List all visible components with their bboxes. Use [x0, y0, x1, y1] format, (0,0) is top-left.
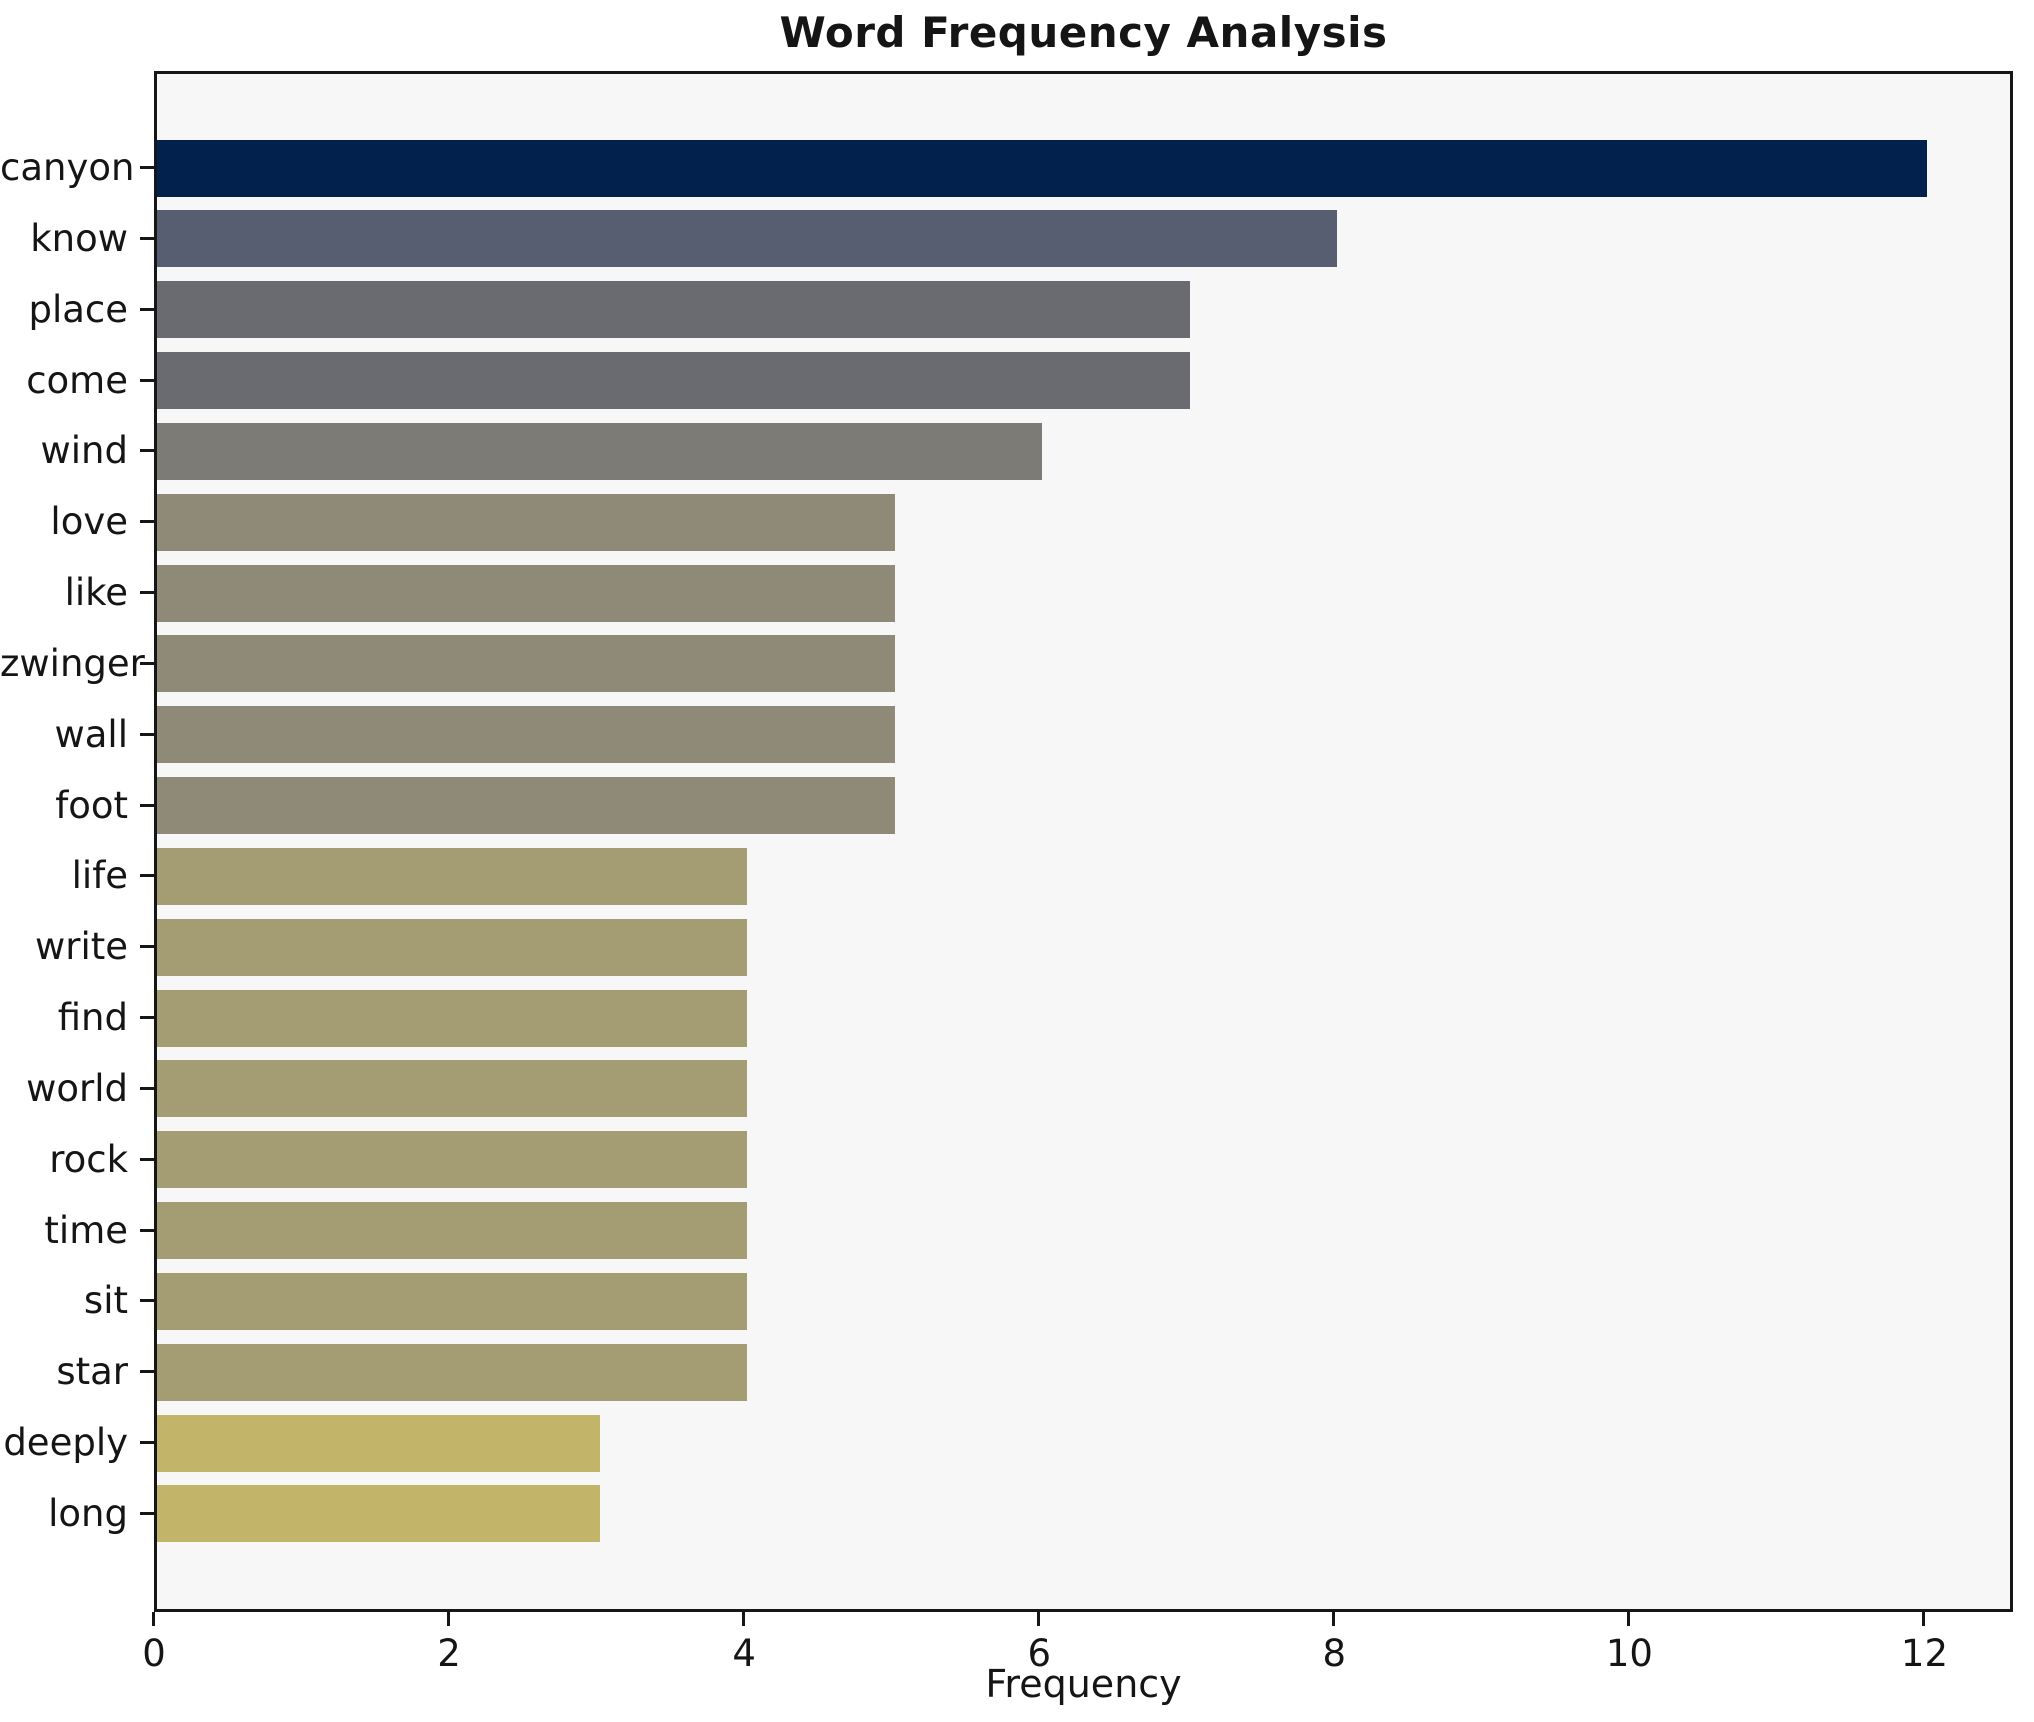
- bar-foot: [157, 777, 895, 835]
- y-tick-mark: [140, 1441, 154, 1445]
- x-tick-label: 4: [732, 1632, 756, 1675]
- y-tick-mark: [140, 378, 154, 382]
- y-tick-mark: [140, 1086, 154, 1090]
- y-tick-mark: [140, 945, 154, 949]
- y-label-wall: wall: [54, 712, 129, 756]
- chart-title: Word Frequency Analysis: [779, 8, 1388, 57]
- y-label-life: life: [71, 854, 128, 898]
- bar-love: [157, 493, 895, 551]
- plot-area: [154, 71, 2013, 1612]
- y-label-world: world: [26, 1066, 128, 1110]
- bar-deeply: [157, 1414, 600, 1472]
- bar-wall: [157, 706, 895, 764]
- y-label-time: time: [44, 1208, 128, 1252]
- y-label-zwinger: zwinger: [0, 641, 145, 685]
- y-tick-mark: [140, 591, 154, 595]
- y-tick-mark: [140, 874, 154, 878]
- bar-sit: [157, 1272, 747, 1330]
- bar-wind: [157, 422, 1042, 480]
- x-axis-label: Frequency: [985, 1662, 1182, 1706]
- x-tick-label: 12: [1900, 1632, 1949, 1675]
- y-label-long: long: [48, 1491, 128, 1535]
- y-tick-mark: [140, 236, 154, 240]
- x-tick-mark: [1627, 1612, 1631, 1626]
- bar-rock: [157, 1131, 747, 1189]
- y-tick-mark: [140, 1157, 154, 1161]
- bar-zwinger: [157, 635, 895, 693]
- y-label-deeply: deeply: [3, 1421, 128, 1465]
- y-label-find: find: [57, 996, 128, 1040]
- x-tick-label: 0: [142, 1632, 166, 1675]
- bar-come: [157, 352, 1190, 410]
- x-tick-mark: [152, 1612, 155, 1626]
- y-label-love: love: [50, 500, 128, 544]
- bar-know: [157, 210, 1337, 268]
- y-tick-mark: [140, 1511, 154, 1515]
- x-tick-mark: [447, 1612, 451, 1626]
- y-tick-mark: [140, 1299, 154, 1303]
- y-tick-mark: [140, 1228, 154, 1232]
- bar-life: [157, 847, 747, 905]
- x-tick-label: 10: [1605, 1632, 1653, 1675]
- x-tick-mark: [1332, 1612, 1336, 1626]
- y-label-star: star: [56, 1350, 128, 1394]
- y-tick-mark: [140, 803, 154, 807]
- y-label-come: come: [26, 358, 128, 402]
- y-tick-mark: [140, 520, 154, 524]
- x-tick-label: 2: [437, 1632, 461, 1675]
- y-label-wind: wind: [40, 429, 128, 473]
- x-tick-mark: [1037, 1612, 1041, 1626]
- y-tick-mark: [140, 1016, 154, 1020]
- y-label-like: like: [64, 571, 128, 615]
- y-label-place: place: [28, 287, 128, 331]
- x-tick-label: 8: [1322, 1632, 1347, 1675]
- y-label-know: know: [30, 216, 128, 260]
- x-tick-label: 6: [1027, 1632, 1051, 1675]
- bar-star: [157, 1343, 747, 1401]
- y-label-write: write: [34, 925, 128, 969]
- y-tick-mark: [140, 307, 154, 311]
- y-tick-mark: [140, 661, 154, 665]
- x-tick-mark: [1922, 1612, 1926, 1626]
- y-label-sit: sit: [83, 1279, 128, 1323]
- bar-write: [157, 918, 747, 976]
- bar-canyon: [157, 139, 1927, 197]
- y-tick-mark: [140, 1370, 154, 1374]
- bar-world: [157, 1060, 747, 1118]
- y-tick-mark: [140, 166, 154, 169]
- y-tick-mark: [140, 732, 154, 736]
- y-label-foot: foot: [55, 783, 128, 827]
- bar-find: [157, 989, 747, 1047]
- bar-like: [157, 564, 895, 622]
- bar-time: [157, 1202, 747, 1260]
- bar-place: [157, 281, 1190, 339]
- bar-long: [157, 1485, 600, 1543]
- y-label-rock: rock: [49, 1137, 128, 1181]
- y-tick-mark: [140, 449, 154, 453]
- y-label-canyon: canyon: [0, 146, 135, 189]
- x-tick-mark: [742, 1612, 746, 1626]
